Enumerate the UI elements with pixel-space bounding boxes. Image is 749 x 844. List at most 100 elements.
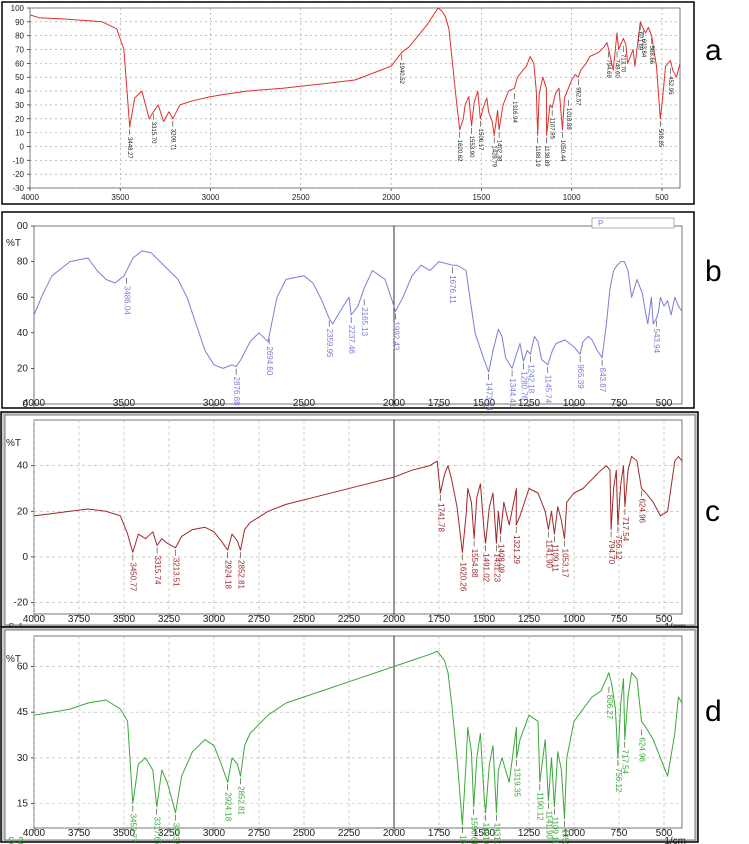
peak-label: 508.85: [657, 129, 663, 148]
panel-label-c: c: [705, 495, 720, 528]
y-tick-label: -10: [12, 156, 24, 165]
y-tick-label: 60: [17, 292, 29, 303]
legend-frame: [591, 217, 675, 229]
peak-label: 713.70: [620, 54, 626, 73]
x-tick-label: 2000: [383, 828, 406, 839]
x-tick-label: 3250: [158, 828, 181, 839]
peak-label: 2876.88: [232, 377, 241, 406]
peak-annotation: 1620.26: [458, 554, 467, 592]
peak-label: 1556.61: [470, 817, 479, 844]
x-tick-label: 3750: [68, 614, 91, 625]
peak-label: 2852.81: [236, 560, 245, 589]
peak-label: 3317.67: [153, 817, 162, 844]
panel-label-b: b: [705, 255, 722, 288]
peak-annotation: 1491.02: [481, 545, 490, 583]
peak-annotation: 1408.09: [496, 536, 505, 574]
y-tick-label: -20: [12, 170, 24, 179]
peak-annotation: 1556.61: [470, 808, 479, 844]
x-tick-label: 1500: [473, 614, 496, 625]
peak-annotation: 3213.51: [171, 814, 180, 844]
peak-annotation: 2694.60: [265, 338, 274, 376]
x-tick-label: 1750: [428, 828, 451, 839]
peak-label: 965.39: [576, 364, 585, 389]
panel-label-a: a: [705, 34, 722, 67]
peak-annotation: 1473.64: [485, 373, 494, 411]
peak-label: 717.54: [621, 517, 630, 542]
peak-label: 3315.70: [150, 122, 156, 144]
peak-label: 794.69: [605, 59, 611, 78]
y-tick-label: 45: [17, 707, 29, 718]
peak-annotation: 843.87: [598, 359, 607, 393]
peak-annotation: 603.84: [640, 30, 646, 58]
peak-label: 1053.17: [560, 829, 569, 844]
peak-annotation: 1141.90: [544, 531, 553, 569]
x-tick-label: 4000: [21, 193, 39, 202]
peak-label: 756.12: [614, 768, 623, 793]
peak-annotation: 1145.74: [544, 366, 553, 404]
x-tick-label: 2750: [248, 828, 271, 839]
x-tick-label: 3000: [203, 828, 226, 839]
peak-label: 1319.35: [512, 768, 521, 797]
peak-annotation: 1138.89: [543, 137, 549, 167]
peak-label: 452.95: [667, 76, 673, 95]
peak-annotation: 1107.95: [549, 109, 555, 140]
spectrum-line: [33, 650, 683, 826]
peak-annotation: 621.69: [637, 23, 643, 51]
peak-annotation: 1506.17: [477, 120, 483, 151]
x-tick-label: 3750: [68, 828, 91, 839]
y-tick-label: 20: [17, 506, 29, 517]
peak-annotation: 624.96: [637, 490, 646, 524]
x-axis-unit: 1/cm: [664, 836, 686, 844]
peak-label: 1491.02: [482, 823, 491, 844]
peak-annotation: 756.12: [614, 759, 623, 793]
peak-label: 756.12: [614, 535, 623, 560]
y-tick-label: 40: [17, 461, 29, 472]
y-tick-label: 50: [15, 73, 24, 82]
x-tick-label: 4000: [23, 828, 46, 839]
peak-annotation: 794.70: [607, 531, 616, 565]
x-tick-label: 1750: [428, 614, 451, 625]
chart-a: 4000 3500 3000 2500 2000 1500 1000 500100908070…: [1, 1, 695, 205]
peak-annotation: 1620.62: [456, 131, 462, 162]
peak-label: 1940.52: [398, 62, 404, 84]
peak-annotation: 1053.17: [560, 540, 569, 578]
peak-label: 3213.51: [171, 558, 180, 587]
peak-label: 1431.23: [492, 553, 501, 582]
peak-label: 3450.77: [129, 814, 138, 843]
peak-label: 1321.29: [512, 535, 521, 564]
peak-label: 1280.76: [519, 371, 528, 400]
x-tick-label: 500: [656, 614, 673, 625]
series-label: S-2: [8, 836, 24, 844]
peak-label: 1620.62: [456, 140, 462, 162]
x-tick-label: 1000: [563, 614, 586, 625]
peak-annotation: 1190.12: [536, 784, 545, 821]
peak-label: 543.94: [652, 329, 661, 354]
x-tick-label: 2750: [248, 614, 271, 625]
y-tick-label: -30: [12, 184, 24, 193]
peak-label: 1428.79: [491, 145, 497, 167]
chart-d: 4000 3750 3500 3250 3000 2750 2500 2250 2000 1750…: [0, 626, 699, 844]
peak-label: 621.69: [637, 32, 643, 51]
peak-label: 1107.95: [549, 118, 555, 140]
x-tick-label: 2000: [383, 614, 406, 625]
peak-annotation: 1321.29: [512, 526, 521, 564]
x-tick-label: 2500: [293, 398, 316, 409]
peak-label: 1050.44: [559, 140, 565, 162]
x-tick-label: 1750: [428, 398, 451, 409]
x-tick-label: 1000: [563, 398, 586, 409]
x-tick-label: 3500: [113, 828, 136, 839]
panel-label-d: d: [705, 695, 722, 728]
peak-label: 1491.02: [481, 553, 490, 582]
peak-annotation: 713.70: [620, 46, 626, 73]
peak-label: 1402.38: [495, 140, 501, 162]
panel-inner-frame: [4, 414, 696, 626]
peak-annotation: 1491.02: [482, 814, 491, 844]
peak-annotation: 3315.70: [150, 113, 156, 144]
x-tick-label: 2500: [292, 193, 310, 202]
peak-annotation: 2852.81: [236, 778, 245, 816]
peak-annotation: 3209.71: [169, 120, 175, 151]
peak-label: 1242.18: [526, 364, 535, 393]
peak-label: 2924.18: [224, 792, 233, 821]
x-tick-label: 500: [656, 828, 673, 839]
panel-c: 4000 3750 3500 3250 3000 2750 2500 2250 2000 1750…: [0, 411, 700, 633]
